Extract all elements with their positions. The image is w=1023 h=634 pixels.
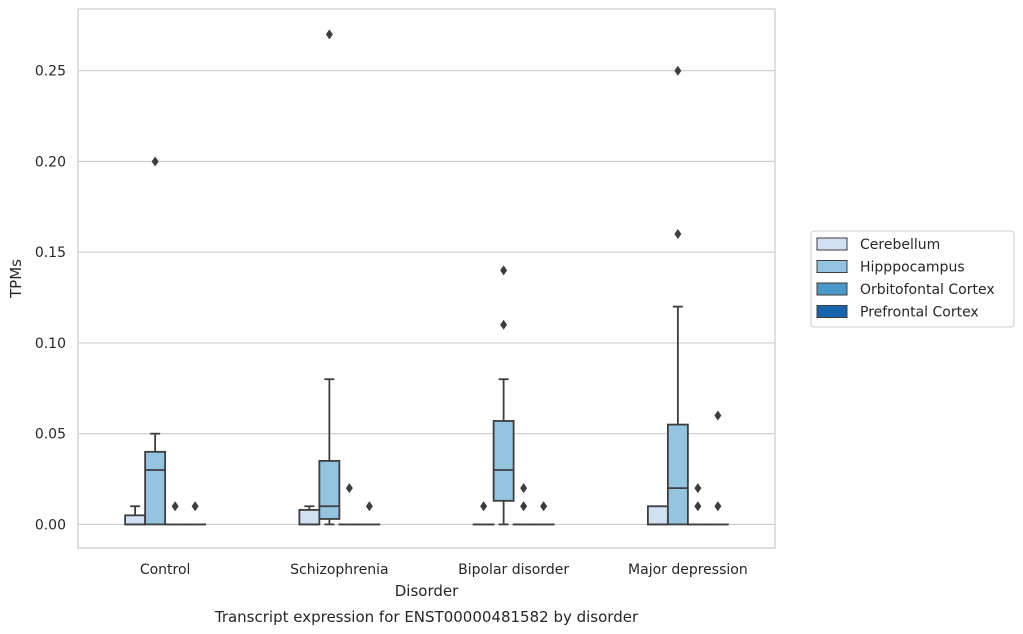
legend: Cerebellum Hipppocampus Orbitofontal Corte… — [810, 230, 1015, 328]
y-axis-label: TPMs — [7, 259, 25, 299]
box-body — [124, 514, 147, 526]
legend-label: Cerebellum — [860, 237, 940, 253]
x-axis-ticks: Control Schizophrenia Bipolar disorder Majo… — [140, 562, 748, 578]
outlier-point — [520, 501, 528, 512]
legend-label: Orbitofontal Cortex — [860, 282, 995, 298]
box-orbitofontal-cortex — [164, 501, 187, 526]
box-cerebellum — [298, 505, 321, 526]
outlier-point — [500, 319, 508, 330]
legend-swatch — [816, 260, 848, 273]
legend-label: Hipppocampus — [860, 260, 965, 276]
outlier-point — [151, 156, 159, 167]
legend-label: Prefrontal Cortex — [860, 305, 979, 321]
box-orbitofontal-cortex — [338, 483, 361, 526]
box-body — [318, 459, 341, 520]
x-tick-label: Control — [140, 562, 191, 578]
y-axis-ticks: 0.00 0.05 0.10 0.15 0.20 0.25 — [35, 64, 66, 534]
outlier-point — [694, 501, 702, 512]
outlier-point — [500, 265, 508, 276]
legend-items: Cerebellum Hipppocampus Orbitofontal Corte… — [816, 237, 995, 321]
y-tick-label: 0.15 — [35, 245, 66, 261]
y-tick-label: 0.20 — [35, 154, 66, 170]
box-prefrontal-cortex — [358, 501, 381, 526]
box-series — [124, 29, 729, 526]
y-tick-label: 0.00 — [35, 517, 66, 533]
outlier-point — [480, 501, 488, 512]
y-tick-label: 0.25 — [35, 64, 66, 80]
box-body — [646, 505, 669, 526]
box-body — [144, 450, 167, 526]
box-hipppocampus — [666, 65, 689, 526]
legend-swatch — [816, 282, 848, 296]
outlier-point — [365, 501, 373, 512]
plot-frame — [77, 8, 776, 549]
x-tick-label: Schizophrenia — [290, 562, 388, 578]
box-cerebellum — [472, 501, 495, 526]
outlier-point — [191, 501, 199, 512]
x-tick-label: Bipolar disorder — [458, 562, 569, 578]
box-hipppocampus — [492, 265, 515, 526]
outlier-point — [520, 483, 528, 494]
y-tick-label: 0.05 — [35, 427, 66, 443]
outlier-point — [714, 410, 722, 421]
x-axis-label: Disorder — [395, 582, 459, 600]
box-prefrontal-cortex — [706, 410, 729, 526]
chart-caption: Transcript expression for ENST0000048158… — [214, 608, 639, 626]
legend-item: Cerebellum — [816, 237, 940, 253]
legend-frame — [810, 230, 1015, 328]
box-cerebellum — [646, 505, 669, 526]
box-hipppocampus — [144, 156, 167, 526]
box-prefrontal-cortex — [532, 501, 555, 526]
legend-item: Prefrontal Cortex — [816, 305, 979, 321]
outlier-point — [171, 501, 179, 512]
box-orbitofontal-cortex — [686, 483, 709, 526]
legend-swatch — [816, 305, 848, 318]
outlier-point — [714, 501, 722, 512]
outlier-point — [674, 229, 682, 240]
outlier-point — [345, 483, 353, 494]
box-hipppocampus — [318, 29, 341, 526]
outlier-point — [674, 65, 682, 76]
outlier-point — [694, 483, 702, 494]
box-body — [666, 423, 689, 526]
legend-item: Hipppocampus — [816, 260, 965, 276]
box-prefrontal-cortex — [184, 501, 207, 526]
box-cerebellum — [124, 505, 147, 526]
legend-swatch — [816, 237, 848, 251]
box-body — [492, 420, 515, 502]
x-tick-label: Major depression — [628, 562, 748, 578]
outlier-point — [325, 29, 333, 40]
box-orbitofontal-cortex — [512, 483, 535, 526]
legend-item: Orbitofontal Cortex — [816, 282, 995, 298]
outlier-point — [540, 501, 548, 512]
y-tick-label: 0.10 — [35, 336, 66, 352]
box-body — [298, 508, 321, 526]
